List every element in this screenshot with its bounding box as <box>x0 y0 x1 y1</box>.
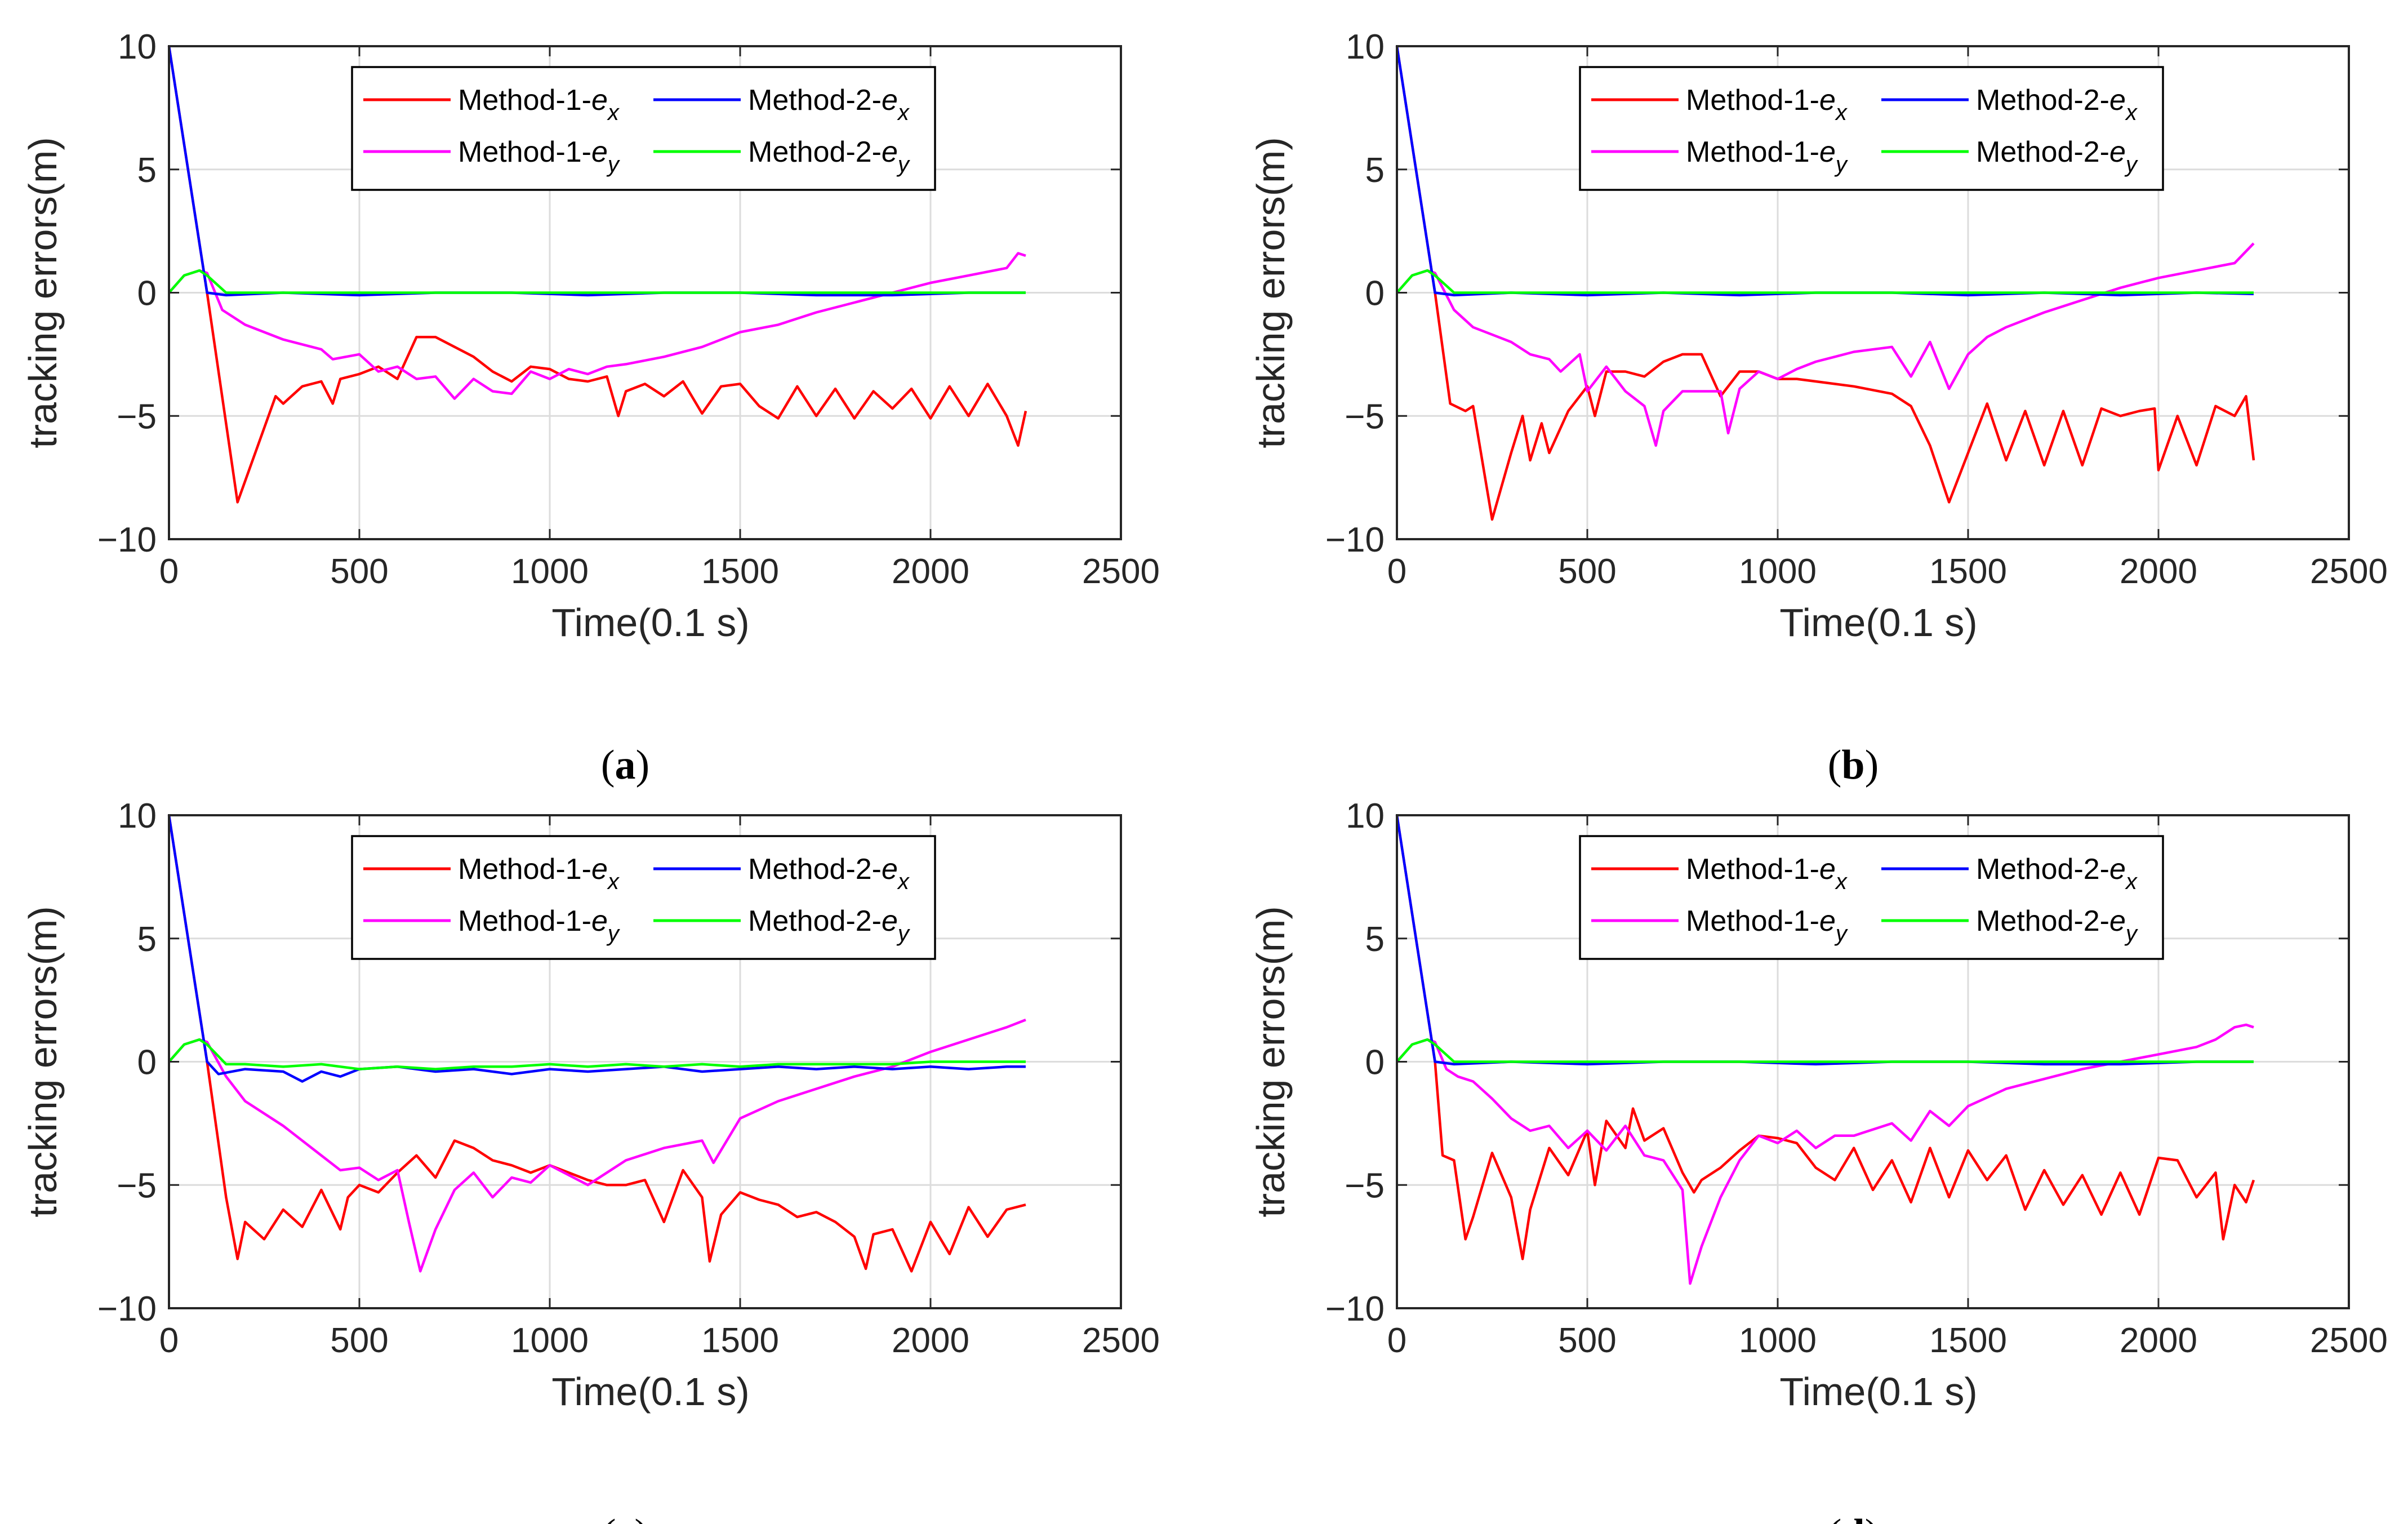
y-tick-label: −5 <box>117 397 157 436</box>
y-tick-label: 0 <box>137 274 157 313</box>
y-tick-label: −10 <box>1325 1290 1385 1328</box>
subplot-caption: (b) <box>1828 742 1879 788</box>
series-line-m2ey <box>1396 269 2254 294</box>
x-axis-label: Time(0.1 s) <box>1779 601 1977 645</box>
y-tick-label: −5 <box>117 1166 157 1205</box>
legend-label-m1ey: Method-1-ey <box>1686 136 1849 177</box>
subplot-a: 0 500 1000 1500 2000 2500 −10 −5 0 5 10 Time(0.1 s)… <box>21 28 1160 788</box>
legend-label-m1ex: Method-1-ex <box>1686 84 1848 125</box>
series-line-m1ey <box>168 252 1026 400</box>
legend-label-m1ex: Method-1-ex <box>458 853 620 894</box>
series-line-m1ey <box>168 1019 1026 1273</box>
legend-label-m1ey: Method-1-ey <box>458 905 621 946</box>
legend-label-m2ex: Method-2-ex <box>1976 853 2138 894</box>
x-tick-label: 500 <box>1558 1321 1616 1360</box>
y-tick-label: 5 <box>1365 151 1385 190</box>
x-axis-label: Time(0.1 s) <box>551 1370 749 1414</box>
subplot-d: 0 500 1000 1500 2000 2500 −10 −5 0 5 10 Time(0.1 s)… <box>1249 797 2388 1524</box>
legend-label-m2ey: Method-2-ey <box>748 136 911 177</box>
legend-label-m2ey: Method-2-ey <box>1976 905 2139 946</box>
y-tick-label: 10 <box>118 28 157 66</box>
x-tick-label: 1500 <box>1929 1321 2007 1360</box>
x-tick-label: 500 <box>330 1321 388 1360</box>
y-tick-label: 5 <box>1365 920 1385 959</box>
x-tick-label: 1000 <box>1739 1321 1817 1360</box>
series-line-m1ey <box>1396 1023 2254 1285</box>
x-tick-label: 1000 <box>511 1321 589 1360</box>
x-tick-label: 1000 <box>511 552 589 591</box>
subplot-b: 0 500 1000 1500 2000 2500 −10 −5 0 5 10 Time(0.1 s)… <box>1249 28 2388 788</box>
legend-label-m1ey: Method-1-ey <box>458 136 621 177</box>
x-axis-label: Time(0.1 s) <box>1779 1370 1977 1414</box>
legend-label-m2ex: Method-2-ex <box>748 853 910 894</box>
x-tick-label: 2000 <box>2120 1321 2197 1360</box>
series-line-m2ey <box>168 269 1026 294</box>
x-tick-label: 2000 <box>892 1321 969 1360</box>
x-tick-label: 0 <box>159 552 179 591</box>
x-tick-label: 500 <box>330 552 388 591</box>
x-tick-label: 0 <box>1387 552 1406 591</box>
y-tick-label: −5 <box>1345 397 1385 436</box>
x-tick-label: 2500 <box>2310 1321 2388 1360</box>
y-axis-label: tracking errors(m) <box>21 906 65 1217</box>
x-tick-label: 2500 <box>1082 1321 1160 1360</box>
y-tick-label: −10 <box>1325 521 1385 559</box>
y-tick-label: 0 <box>1365 274 1385 313</box>
legend-box <box>351 66 936 191</box>
series-line-m2ey <box>168 1038 1026 1070</box>
series-line-m1ex <box>167 46 1027 504</box>
x-tick-label: 2000 <box>892 552 969 591</box>
series-line-m1ey <box>1396 242 2255 447</box>
legend-label-m2ey: Method-2-ey <box>748 905 911 946</box>
x-tick-label: 1500 <box>701 552 779 591</box>
y-tick-label: 10 <box>1346 28 1385 66</box>
y-tick-label: 0 <box>137 1043 157 1082</box>
y-axis-label: tracking errors(m) <box>1249 137 1293 448</box>
y-axis-label: tracking errors(m) <box>21 137 65 448</box>
y-tick-label: 5 <box>137 151 157 190</box>
y-tick-label: 10 <box>118 797 157 836</box>
legend-box <box>1579 66 2164 191</box>
series-line-m2ey <box>1396 1038 2254 1063</box>
legend-label-m1ex: Method-1-ex <box>458 84 620 125</box>
subplot-caption: (c) <box>602 1511 648 1524</box>
legend-box <box>351 835 936 960</box>
x-tick-label: 1500 <box>1929 552 2007 591</box>
x-tick-label: 0 <box>1387 1321 1406 1360</box>
y-tick-label: 10 <box>1346 797 1385 836</box>
y-tick-label: 5 <box>137 920 157 959</box>
series-line-m1ex <box>1395 46 2255 521</box>
x-tick-label: 2500 <box>1082 552 1160 591</box>
subplot-c: 0 500 1000 1500 2000 2500 −10 −5 0 5 10 Time(0.1 s)… <box>21 797 1160 1524</box>
legend-label-m1ex: Method-1-ex <box>1686 853 1848 894</box>
series-line-m1ex <box>1395 815 2255 1260</box>
series-line-m1ex <box>167 815 1026 1273</box>
legend-label-m2ey: Method-2-ey <box>1976 136 2139 177</box>
y-axis-label: tracking errors(m) <box>1249 906 1293 1217</box>
x-tick-label: 0 <box>159 1321 179 1360</box>
subplot-caption: (a) <box>601 742 649 788</box>
legend-label-m1ey: Method-1-ey <box>1686 905 1849 946</box>
series-line-m2ex <box>167 815 1026 1083</box>
x-axis-label: Time(0.1 s) <box>551 601 749 645</box>
y-tick-label: −10 <box>97 521 157 559</box>
legend-label-m2ex: Method-2-ex <box>1976 84 2138 125</box>
legend-label-m2ex: Method-2-ex <box>748 84 910 125</box>
subplot-caption: (d) <box>1828 1511 1879 1524</box>
y-tick-label: −5 <box>1345 1166 1385 1205</box>
legend-box <box>1579 835 2164 960</box>
y-tick-label: −10 <box>97 1290 157 1328</box>
x-tick-label: 1000 <box>1739 552 1817 591</box>
y-tick-label: 0 <box>1365 1043 1385 1082</box>
x-tick-label: 2000 <box>2120 552 2197 591</box>
x-tick-label: 500 <box>1558 552 1616 591</box>
x-tick-label: 1500 <box>701 1321 779 1360</box>
x-tick-label: 2500 <box>2310 552 2388 591</box>
